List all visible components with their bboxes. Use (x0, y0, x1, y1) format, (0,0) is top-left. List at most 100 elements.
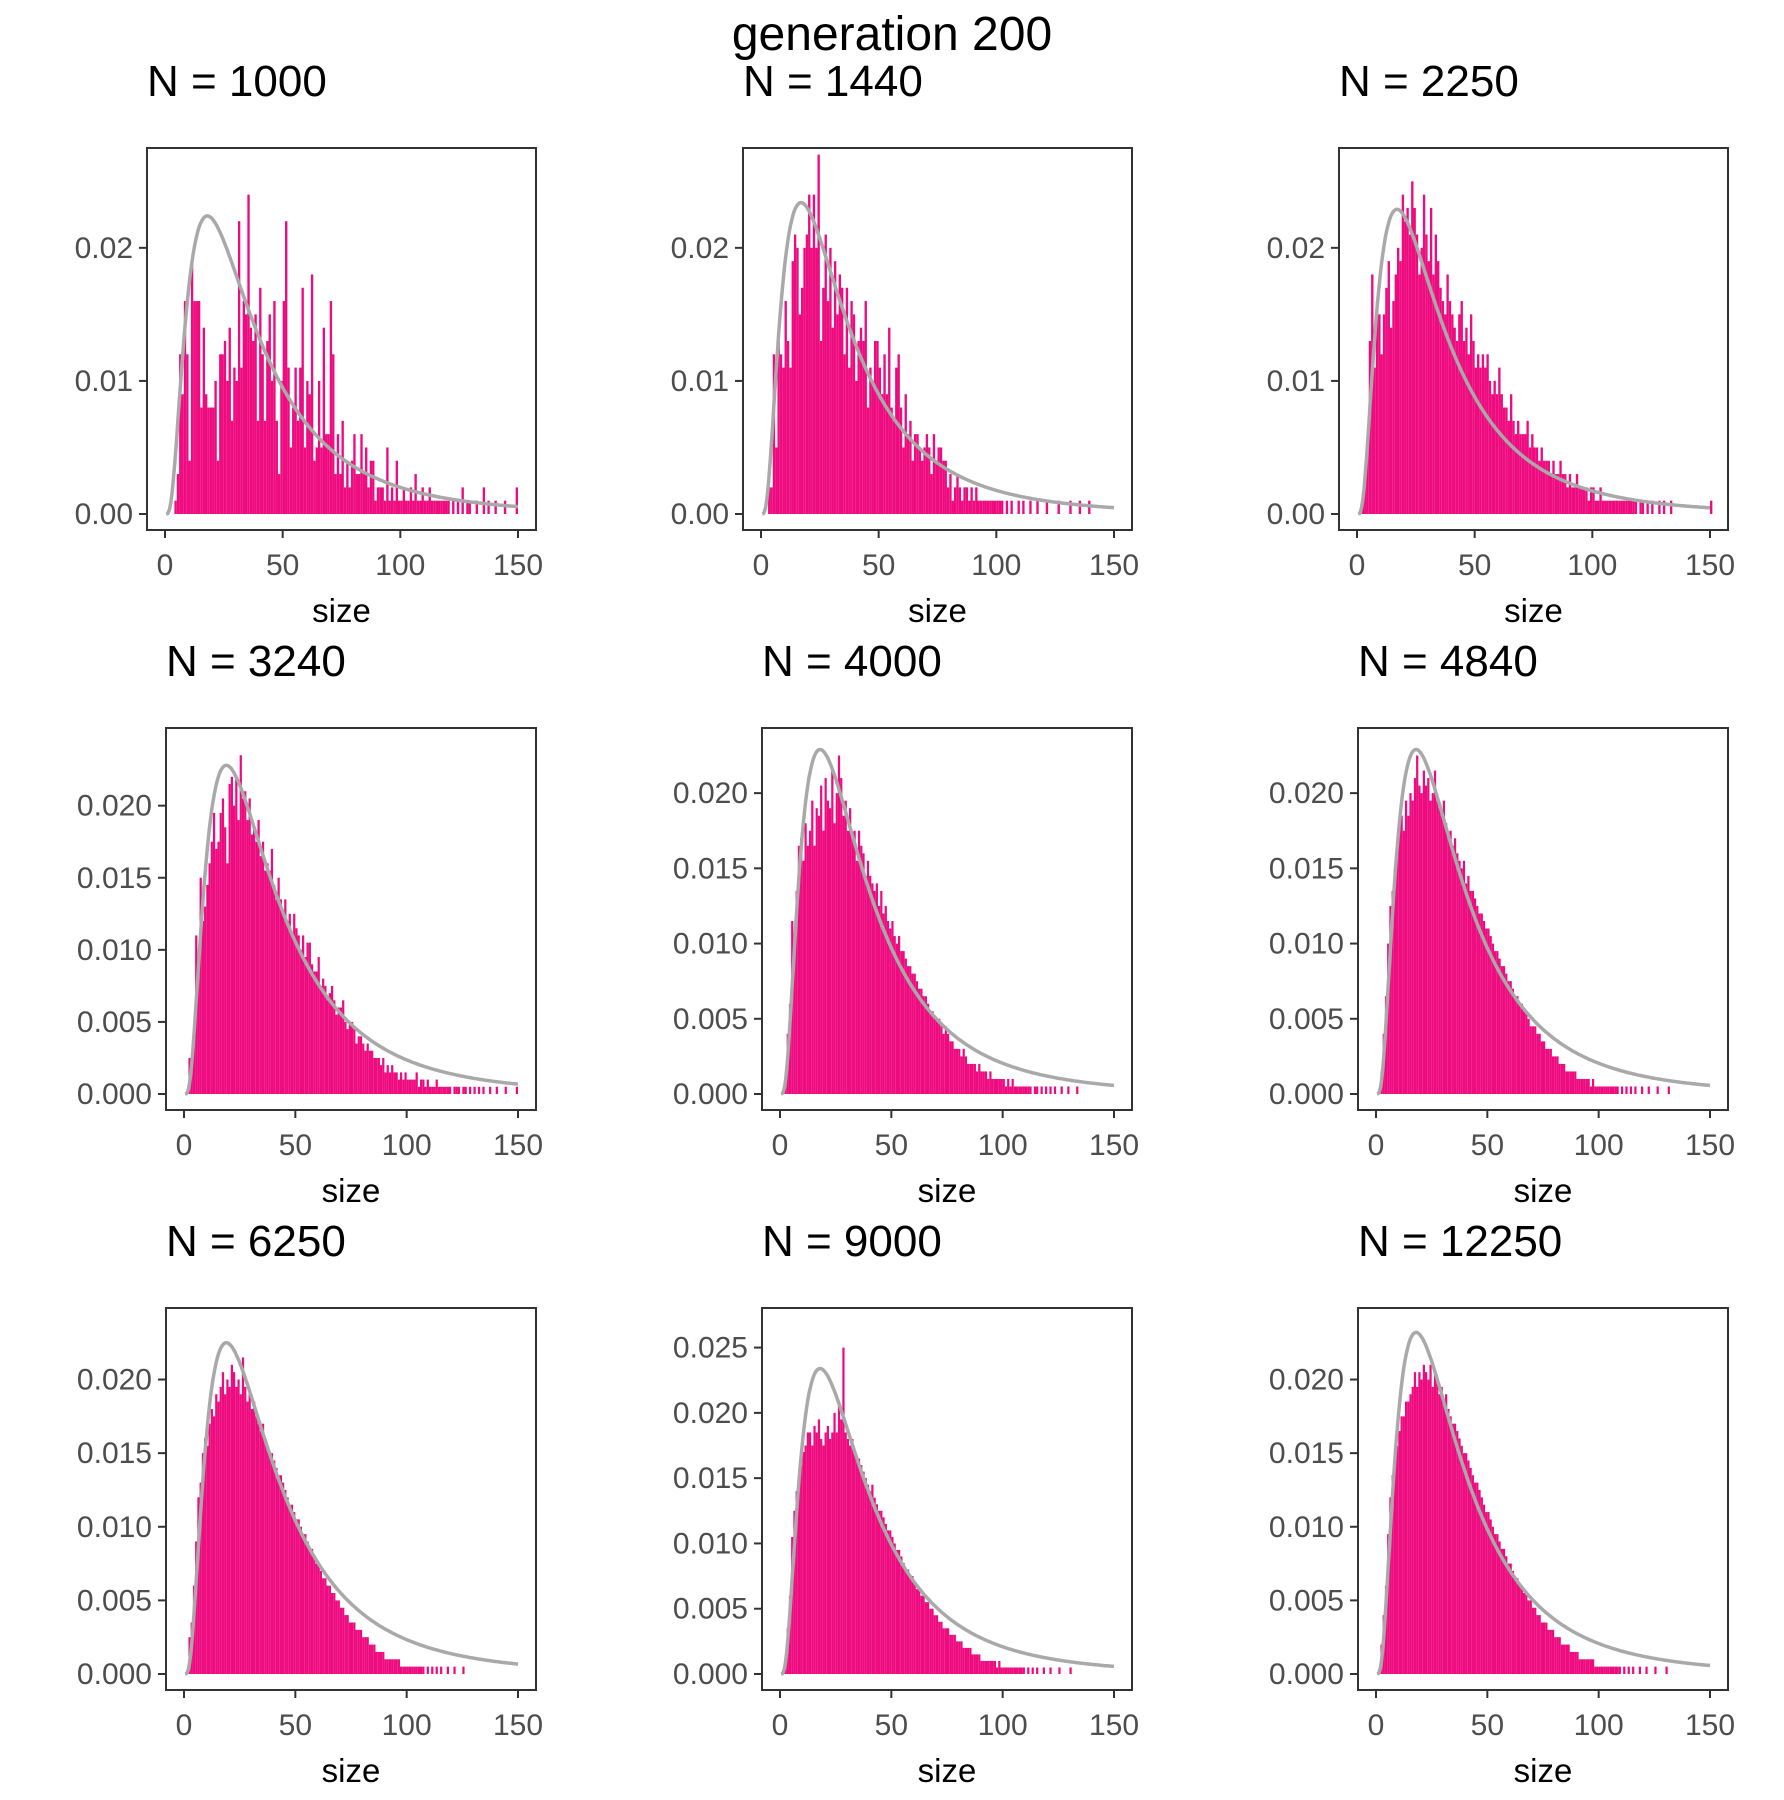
histogram-bar (351, 1021, 354, 1094)
histogram-bar (515, 487, 518, 514)
histogram-bar (342, 1000, 345, 1094)
histogram-bar (417, 1666, 421, 1674)
histogram-bar (886, 921, 890, 1094)
histogram-bar (399, 1666, 403, 1674)
histogram-bar (1420, 1379, 1423, 1674)
histogram-bar (993, 500, 997, 514)
histogram-bar (362, 474, 366, 514)
histogram-bar (811, 1445, 814, 1674)
histogram-bar (1536, 1615, 1539, 1674)
histogram-bar (1418, 785, 1421, 1094)
histogram-bar (1587, 1659, 1590, 1674)
histogram-bar (1654, 1666, 1657, 1674)
histogram-bar (1438, 808, 1441, 1094)
histogram-bar (968, 500, 971, 514)
histogram-bar (833, 823, 836, 1094)
histogram-bar (965, 487, 969, 514)
histogram-bar (235, 776, 238, 1094)
histogram-bar (1538, 460, 1541, 514)
histogram-bar (1485, 1512, 1488, 1674)
histogram-bar (393, 500, 396, 514)
x-axis-label: size (312, 592, 371, 629)
histogram-bar (402, 1666, 405, 1674)
histogram-bar (1036, 1086, 1039, 1094)
histogram-bar (1364, 474, 1367, 514)
histogram-bar (413, 1666, 416, 1674)
y-tick-label: 0.005 (1269, 1003, 1344, 1036)
x-tick-label: 0 (1368, 1709, 1385, 1742)
histogram-bar (925, 434, 929, 514)
histogram-bar (1473, 898, 1477, 1094)
histogram-bar (962, 1647, 965, 1674)
histogram-bar (1027, 1667, 1030, 1674)
histogram-bar (1549, 1629, 1552, 1674)
y-tick-label: 0.005 (77, 1584, 152, 1617)
histogram-bar (1505, 973, 1508, 1094)
histogram-bar (1446, 274, 1449, 514)
histogram-bar (444, 1086, 447, 1094)
histogram-bar (1022, 1667, 1025, 1674)
histogram-bar (1382, 314, 1386, 514)
histogram-bar (1427, 1379, 1430, 1674)
x-tick-label: 50 (1471, 1709, 1504, 1742)
histogram-bar (1552, 460, 1555, 514)
plot-frame (742, 147, 1133, 531)
plot-frame (146, 147, 537, 531)
histogram-bar (199, 1482, 202, 1674)
histogram-bar (964, 1056, 968, 1094)
histogram-bar (1565, 1644, 1568, 1674)
panel-title: N = 3240 (166, 637, 346, 686)
histogram-bar (209, 407, 213, 514)
histogram-bar (845, 287, 849, 514)
histogram-bar (978, 1654, 981, 1674)
histogram-bar (873, 890, 876, 1094)
histogram-bar (1401, 194, 1405, 514)
histogram-bar (1600, 1666, 1604, 1674)
histogram-bar (1611, 500, 1614, 514)
histogram-bar (214, 380, 217, 514)
histogram-bar (824, 1432, 827, 1674)
histogram-bar (468, 500, 471, 514)
histogram-bar (435, 1666, 438, 1674)
histogram-bar (956, 474, 959, 514)
histogram-bar (1389, 1497, 1392, 1674)
histogram-bar (1488, 380, 1492, 514)
histogram-bar (1516, 1578, 1519, 1674)
y-tick-label: 0.010 (673, 928, 748, 961)
histogram-bar (817, 815, 821, 1094)
histogram-bar (938, 1621, 941, 1674)
histogram-bar (348, 1622, 351, 1674)
histogram-bar (1580, 1659, 1584, 1674)
histogram-bar (995, 1078, 999, 1094)
histogram-bar (958, 1641, 961, 1674)
histogram-bar (359, 1036, 363, 1094)
histogram-bar (1431, 793, 1434, 1094)
histogram-bar (815, 247, 818, 514)
histogram-bar (1583, 1078, 1586, 1094)
histogram-bar (1407, 1401, 1410, 1674)
histogram-bar (333, 1593, 336, 1674)
histogram-bar (437, 1086, 441, 1094)
histogram-bar (257, 1423, 260, 1674)
histogram-bar (1538, 1033, 1541, 1094)
histogram-bar (793, 951, 796, 1094)
histogram-bar (413, 1079, 416, 1094)
histogram-bar (395, 1659, 398, 1674)
histogram-bar (495, 1086, 498, 1094)
x-axis-label: size (1504, 592, 1563, 629)
histogram-bar (310, 964, 314, 1094)
histogram-bar (1667, 1086, 1670, 1094)
histogram-bar (277, 877, 280, 1094)
histogram-bar (871, 380, 874, 514)
histogram-bar (1418, 274, 1421, 514)
histogram-bar (1535, 447, 1539, 514)
histogram-bar (960, 1641, 963, 1674)
histogram-bar (1462, 341, 1466, 514)
histogram-bar (1453, 838, 1457, 1094)
histogram-bar (833, 1412, 836, 1674)
histogram-bar (360, 434, 363, 514)
histogram-bar (822, 830, 825, 1094)
histogram-bar (377, 1651, 380, 1674)
histogram-bar (1603, 1666, 1606, 1674)
histogram-bar (241, 1357, 245, 1674)
